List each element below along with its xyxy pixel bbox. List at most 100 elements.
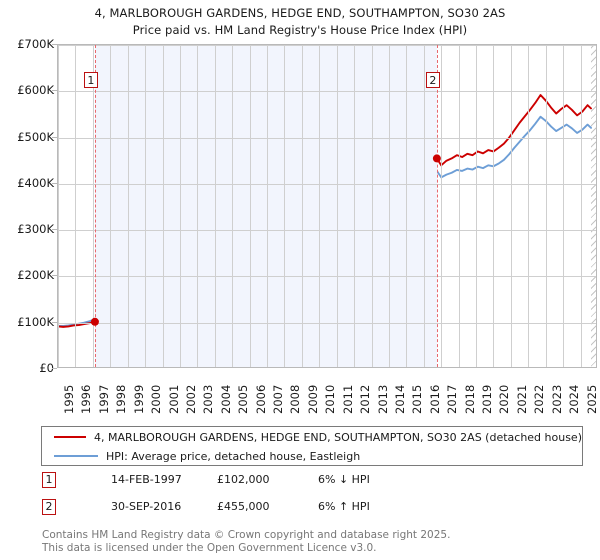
x-axis-tick-label: 2000: [149, 384, 164, 414]
legend-swatch-property: [54, 436, 87, 438]
vertical-gridline: [232, 45, 234, 367]
legend-item-property: 4, MARLBOROUGH GARDENS, HEDGE END, SOUTH…: [42, 427, 582, 447]
list-item: 2 30-SEP-2016 £455,000 6% ↑ HPI: [41, 499, 581, 526]
vertical-gridline: [162, 45, 164, 367]
vertical-gridline: [371, 45, 373, 367]
vertical-gridline: [319, 45, 321, 367]
attribution-footer: Contains HM Land Registry data © Crown c…: [42, 529, 592, 554]
x-axis-tick-label: 2013: [375, 384, 390, 414]
sales-list: 1 14-FEB-1997 £102,000 6% ↓ HPI 2 30-SEP…: [41, 472, 581, 526]
footer-line-1: Contains HM Land Registry data © Crown c…: [42, 529, 451, 541]
x-axis-tick-label: 2011: [340, 384, 355, 414]
x-axis-tick-label: 2001: [166, 384, 181, 414]
x-axis-tick-label: 2005: [236, 384, 251, 414]
x-axis-tick-label: 2016: [427, 384, 442, 414]
x-axis-tick-label: 2010: [323, 384, 338, 414]
sale-event-line-2: [436, 45, 438, 367]
x-axis-tick-label: 2017: [445, 384, 460, 414]
vertical-gridline: [423, 45, 425, 367]
sale-price: £455,000: [217, 500, 270, 513]
x-axis-tick-label: 2025: [584, 384, 599, 414]
sale-date: 14-FEB-1997: [111, 473, 182, 486]
x-axis-tick-label: 2019: [480, 384, 495, 414]
x-axis-tick-label: 1998: [114, 384, 129, 414]
y-axis-tick: [52, 182, 57, 184]
x-axis-tick-label: 1996: [79, 384, 94, 414]
y-axis-tick-label: £300K: [17, 222, 54, 237]
y-axis-tick: [52, 44, 57, 45]
vertical-gridline: [179, 45, 181, 367]
sale-hpi-delta: 6% ↓ HPI: [318, 473, 370, 486]
chart-titles: 4, MARLBOROUGH GARDENS, HEDGE END, SOUTH…: [0, 0, 600, 39]
vertical-gridline: [197, 45, 199, 367]
legend-label-hpi: HPI: Average price, detached house, East…: [106, 449, 361, 463]
legend-item-hpi: HPI: Average price, detached house, East…: [42, 446, 582, 466]
y-axis-tick-label: £100K: [17, 314, 54, 329]
y-axis-tick-label: £700K: [17, 37, 54, 51]
y-axis-tick: [52, 136, 57, 138]
y-axis-tick: [52, 368, 57, 369]
vertical-gridline: [476, 45, 478, 367]
x-axis-tick-label: 2018: [462, 384, 477, 414]
chart-marker-2: 2: [425, 72, 440, 88]
vertical-gridline: [110, 45, 112, 367]
x-axis-tick-label: 2014: [392, 384, 407, 414]
horizontal-gridline: [58, 276, 596, 278]
vertical-gridline: [354, 45, 356, 367]
vertical-gridline: [441, 45, 443, 367]
sale-point-1: [90, 317, 99, 326]
y-axis-tick-label: £600K: [17, 83, 54, 98]
list-item: 1 14-FEB-1997 £102,000 6% ↓ HPI: [41, 472, 581, 499]
vertical-gridline: [75, 45, 77, 367]
sale-price: £102,000: [217, 473, 270, 486]
vertical-gridline: [249, 45, 251, 367]
y-axis-tick-label: £0: [39, 361, 54, 375]
sale-hpi-delta: 6% ↑ HPI: [318, 500, 370, 513]
incomplete-period-hatching: [591, 45, 596, 367]
legend-label-property: 4, MARLBOROUGH GARDENS, HEDGE END, SOUTH…: [94, 430, 582, 444]
sale-point-2: [432, 154, 441, 163]
y-axis-tick: [52, 321, 57, 323]
horizontal-gridline: [58, 230, 596, 232]
plot-area: [57, 44, 597, 368]
price-history-chart: £0 £100K £200K £300K £400K £500K £600K £700K 1 2…: [0, 37, 600, 414]
vertical-gridline: [58, 45, 59, 367]
x-axis-tick-label: 2009: [305, 384, 320, 414]
horizontal-gridline: [58, 183, 596, 185]
page-title: 4, MARLBOROUGH GARDENS, HEDGE END, SOUTH…: [94, 6, 506, 20]
y-axis-tick: [52, 90, 57, 92]
horizontal-gridline: [58, 322, 596, 324]
vertical-gridline: [388, 45, 390, 367]
footer-line-2: This data is licensed under the Open Gov…: [42, 541, 377, 554]
vertical-gridline: [528, 45, 530, 367]
vertical-gridline: [563, 45, 565, 367]
x-axis-tick-label: 2004: [218, 384, 233, 414]
x-axis-tick-label: 2022: [532, 384, 547, 414]
x-axis-tick-label: 1997: [96, 384, 111, 414]
vertical-gridline: [493, 45, 495, 367]
vertical-gridline: [545, 45, 547, 367]
horizontal-gridline: [58, 137, 596, 139]
y-axis-tick-label: £200K: [17, 268, 54, 283]
vertical-gridline: [301, 45, 303, 367]
y-axis-tick: [52, 275, 57, 277]
x-axis-tick-label: 2021: [514, 384, 529, 414]
chart-marker-1: 1: [83, 72, 98, 88]
x-axis-tick-label: 2003: [201, 384, 216, 414]
vertical-gridline: [406, 45, 408, 367]
vertical-gridline: [336, 45, 338, 367]
x-axis-tick-label: 2007: [271, 384, 286, 414]
vertical-gridline: [214, 45, 216, 367]
x-axis-tick-label: 2006: [253, 384, 268, 414]
horizontal-gridline: [58, 45, 596, 46]
vertical-gridline: [458, 45, 460, 367]
x-axis-tick-label: 2024: [567, 384, 582, 414]
vertical-gridline: [127, 45, 129, 367]
y-axis: £0 £100K £200K £300K £400K £500K £600K £700K: [0, 37, 57, 375]
x-axis-tick-label: 2002: [183, 384, 198, 414]
x-axis-tick-label: 2023: [549, 384, 564, 414]
vertical-gridline: [510, 45, 512, 367]
x-axis-tick-label: 2008: [288, 384, 303, 414]
sale-event-line-1: [94, 45, 96, 367]
horizontal-gridline: [58, 91, 596, 93]
